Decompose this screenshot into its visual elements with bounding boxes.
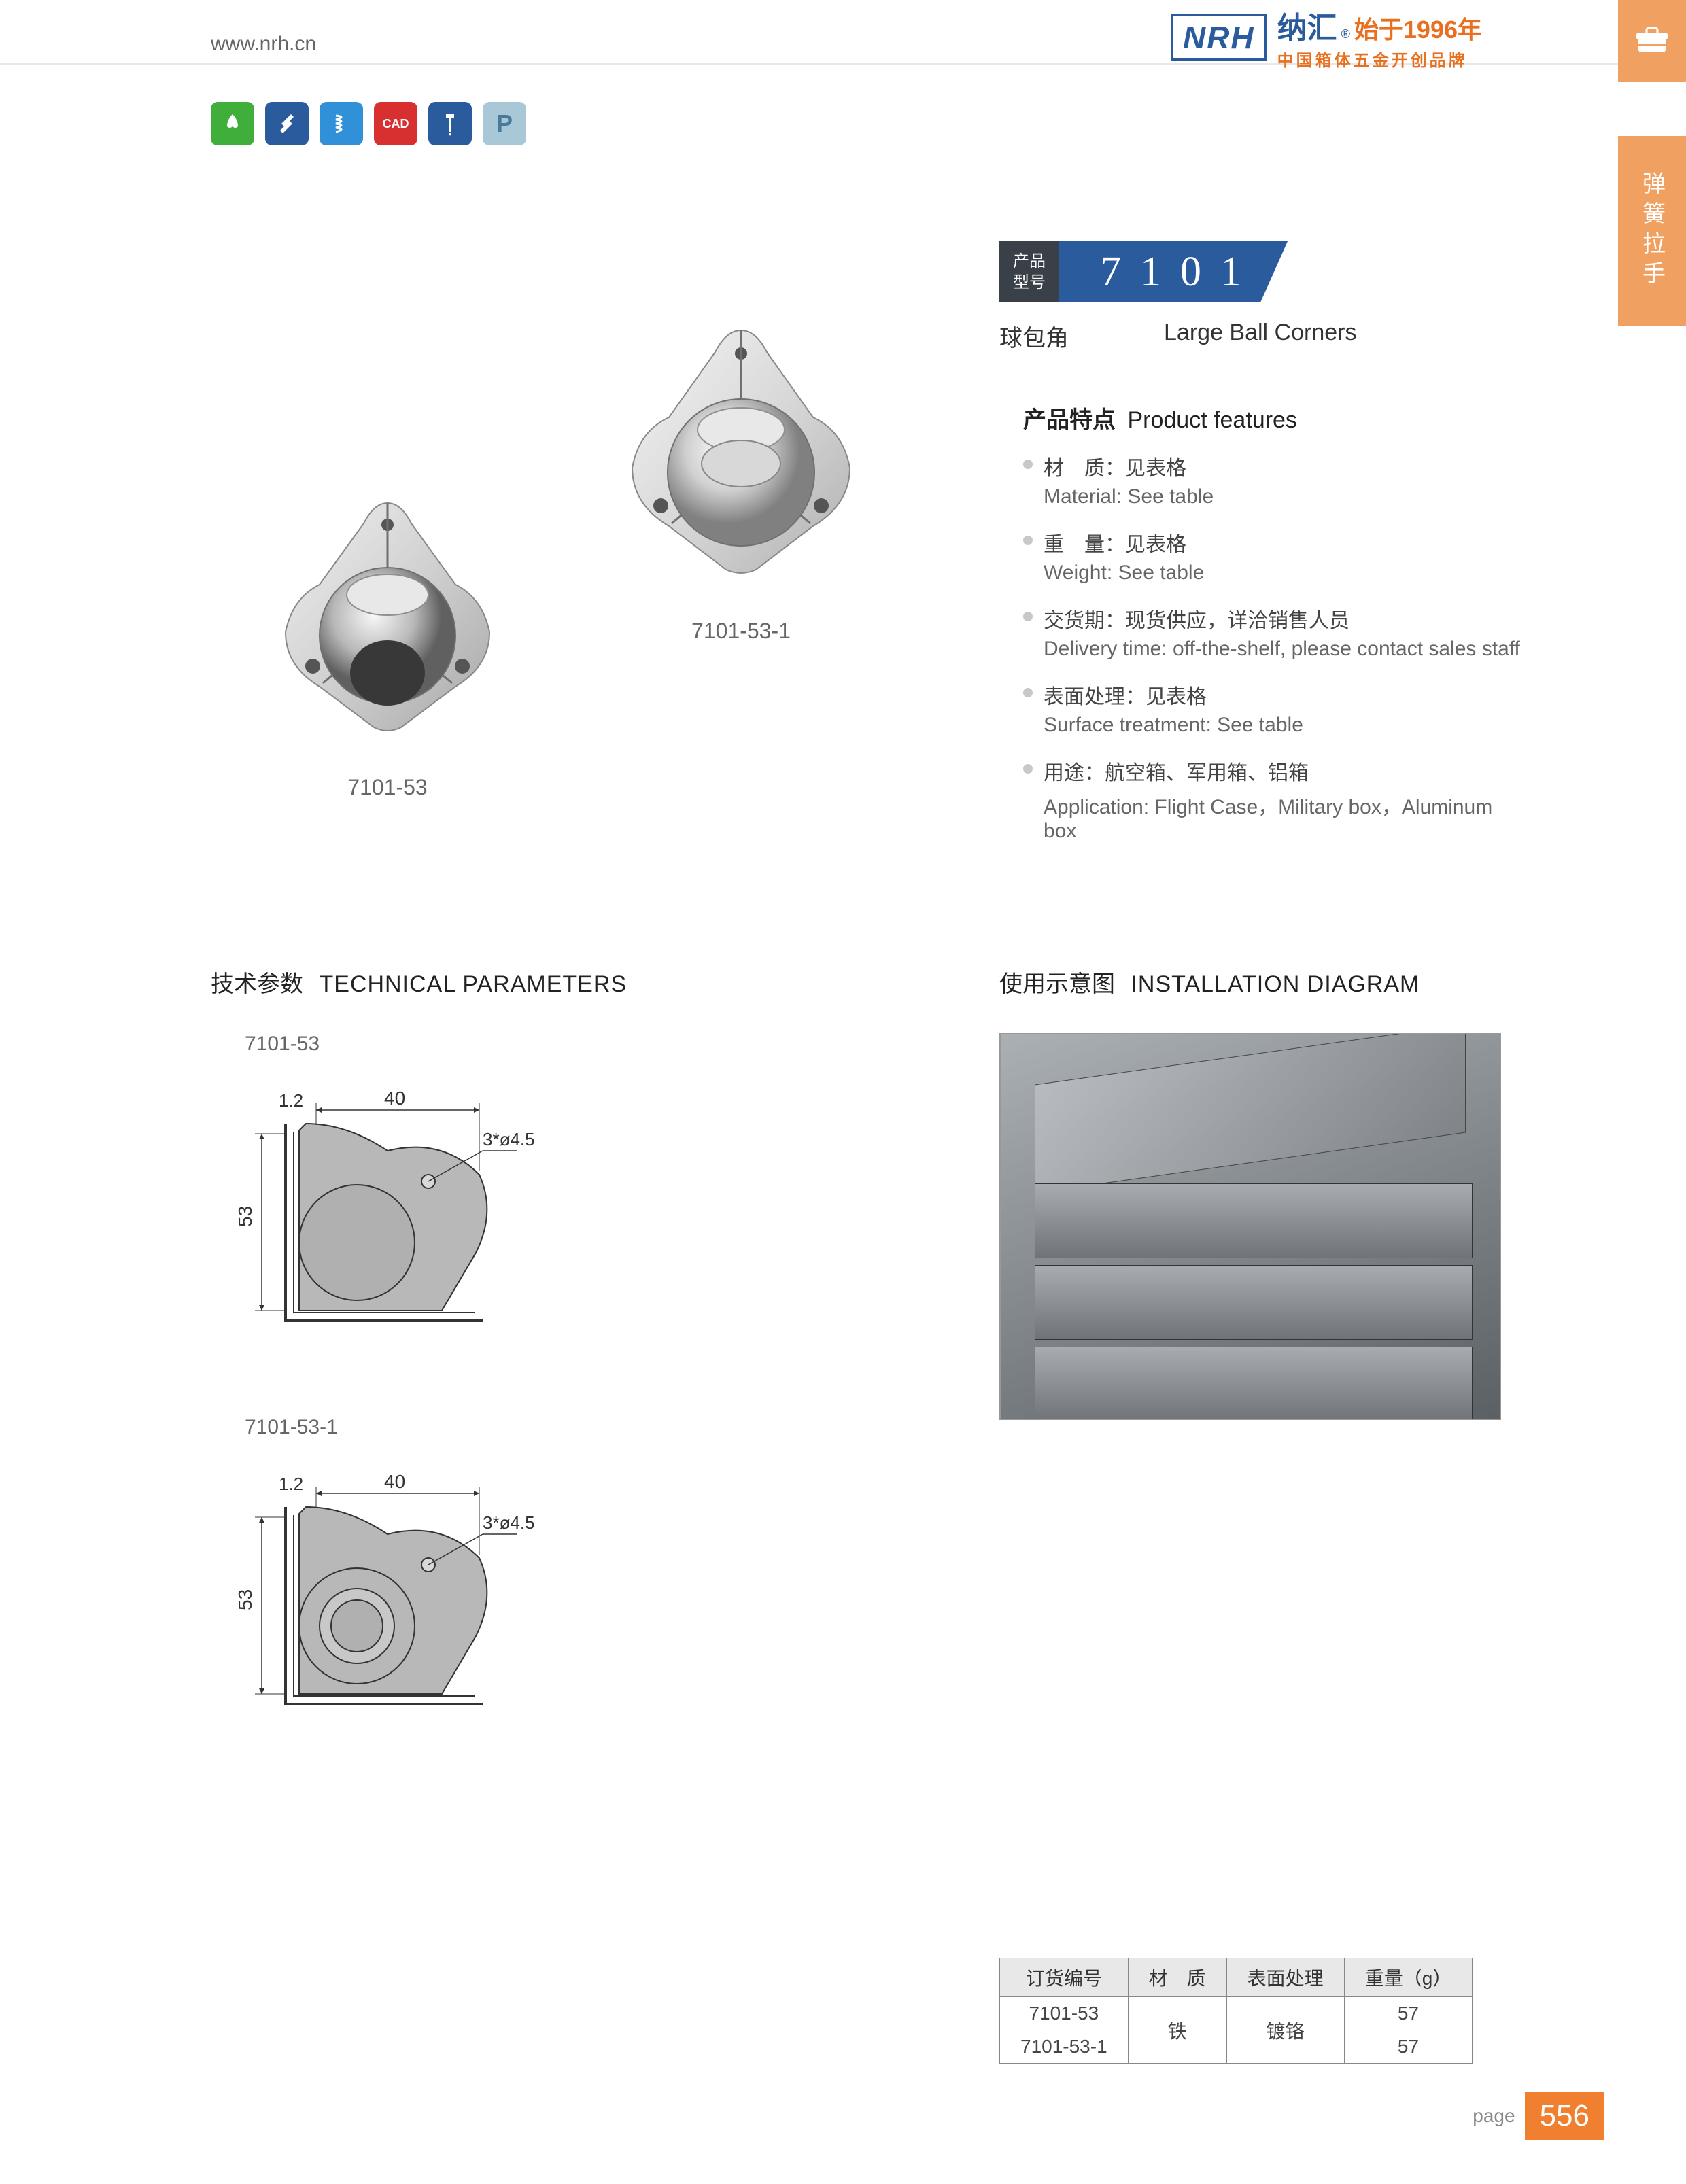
tech-section: 技术参数 TECHNICAL PARAMETERS 7101-53 3*ø4.5… — [211, 965, 627, 1765]
side-tab-icon — [1618, 0, 1686, 82]
product-images: 7101-53 7101-53-1 — [211, 285, 959, 843]
svg-text:53: 53 — [235, 1206, 256, 1227]
tools-icon — [265, 102, 309, 145]
product-badge: 产品 型号 7101 — [999, 241, 1288, 302]
tech-title: 技术参数 TECHNICAL PARAMETERS — [211, 965, 627, 999]
technical-drawing: 7101-53 3*ø4.5 40 1.2 53 — [211, 1033, 627, 1382]
svg-text:1.2: 1.2 — [279, 1090, 303, 1111]
install-title: 使用示意图 INSTALLATION DIAGRAM — [999, 965, 1501, 999]
feature-item: 重 量：见表格Weight: See table — [1023, 527, 1526, 585]
logo: NRH — [1171, 14, 1267, 61]
logo-block: NRH 纳汇 ® 始于1996年 中国箱体五金开创品牌 — [1171, 3, 1482, 71]
table-header: 表面处理 — [1226, 1958, 1344, 1997]
product-subtitle: 球包角 Large Ball Corners — [999, 319, 1356, 353]
table-header: 订货编号 — [1000, 1958, 1129, 1997]
eco-icon — [211, 102, 254, 145]
cad-icon: CAD — [374, 102, 417, 145]
brand-slogan: 中国箱体五金开创品牌 — [1277, 47, 1482, 71]
category-icons: CAD P — [211, 102, 526, 145]
svg-text:53: 53 — [235, 1589, 256, 1610]
header: www.nrh.cn NRH 纳汇 ® 始于1996年 中国箱体五金开创品牌 — [0, 0, 1686, 65]
install-section: 使用示意图 INSTALLATION DIAGRAM — [999, 965, 1501, 1420]
page-number: page 556 — [1473, 2092, 1604, 2140]
website-url: www.nrh.cn — [211, 33, 316, 56]
svg-text:1.2: 1.2 — [279, 1474, 303, 1494]
svg-text:3*ø4.5: 3*ø4.5 — [483, 1129, 535, 1149]
p-icon: P — [483, 102, 526, 145]
feature-item: 材 质：见表格Material: See table — [1023, 451, 1526, 508]
table-header: 材 质 — [1128, 1958, 1226, 1997]
subtitle-cn: 球包角 — [999, 319, 1069, 353]
brand-year: 始于1996年 — [1354, 10, 1482, 46]
installation-photo — [999, 1033, 1501, 1420]
product-number: 7101 — [1059, 241, 1288, 302]
screw-icon — [428, 102, 472, 145]
features-title: 产品特点 Product features — [1023, 401, 1526, 434]
feature-item: 交货期：现货供应，详洽销售人员Delivery time: off-the-sh… — [1023, 604, 1526, 661]
brand-reg: ® — [1341, 27, 1350, 41]
feature-item: 表面处理：见表格Surface treatment: See table — [1023, 680, 1526, 737]
brand-cn: 纳汇 — [1277, 3, 1337, 47]
spec-table: 订货编号材 质表面处理重量（g） 7101-53铁镀铬577101-53-157 — [999, 1958, 1473, 2064]
svg-text:3*ø4.5: 3*ø4.5 — [483, 1512, 535, 1533]
badge-label: 产品 型号 — [999, 241, 1059, 302]
side-tab-label: 弹簧拉手 — [1618, 136, 1686, 326]
product-caption-2: 7101-53-1 — [591, 619, 891, 644]
product-caption-1: 7101-53 — [245, 775, 530, 800]
svg-text:40: 40 — [384, 1471, 405, 1492]
svg-text:40: 40 — [384, 1088, 405, 1109]
table-header: 重量（g） — [1344, 1958, 1473, 1997]
table-row: 7101-53铁镀铬57 — [1000, 1997, 1473, 2030]
subtitle-en: Large Ball Corners — [1164, 319, 1356, 353]
product-image-2: 7101-53-1 — [591, 306, 891, 644]
technical-drawing: 7101-53-1 3*ø4.5 40 1.2 53 — [211, 1416, 627, 1765]
spring-icon — [320, 102, 363, 145]
product-features: 产品特点 Product features 材 质：见表格Material: S… — [1023, 401, 1526, 862]
product-image-1: 7101-53 — [245, 476, 530, 800]
feature-item: 用途：航空箱、军用箱、铝箱Application: Flight Case，Mi… — [1023, 756, 1526, 843]
